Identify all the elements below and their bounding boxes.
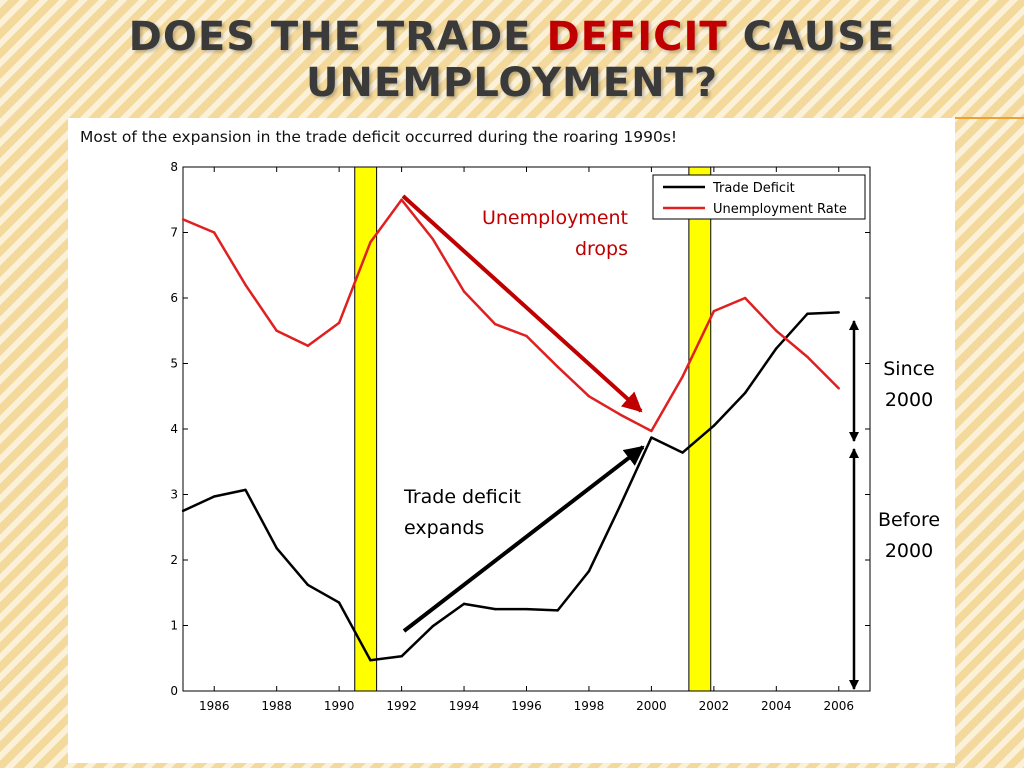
legend-box bbox=[652, 174, 866, 220]
unemployment-rate-point-1997 bbox=[556, 365, 559, 368]
recession-bar-2 bbox=[688, 166, 712, 692]
trade-deficit-point-1985 bbox=[181, 509, 185, 513]
trade-deficit-point-2000 bbox=[650, 436, 653, 439]
unemployment-rate-point-1988 bbox=[275, 329, 278, 332]
trade-deficit-point-1998 bbox=[587, 569, 591, 573]
trade-deficit-point-1994 bbox=[462, 602, 466, 606]
slide-title-line2: UNEMPLOYMENT? bbox=[305, 60, 719, 106]
trade-deficit-point-2001 bbox=[681, 451, 684, 454]
plot-frame bbox=[182, 166, 871, 692]
trade-deficit-point-1992 bbox=[400, 655, 403, 658]
trade-deficit-point-1988 bbox=[275, 547, 278, 550]
x-tick-label: 2002 bbox=[699, 699, 730, 713]
unemployment-rate-point-1993 bbox=[431, 237, 435, 241]
unemployment-rate-point-1992 bbox=[400, 198, 403, 201]
accent-line bbox=[955, 117, 1024, 119]
y-tick-label: 5 bbox=[170, 357, 178, 371]
unemployment-rate-point-1998 bbox=[587, 395, 591, 398]
trade-deficit-point-2003 bbox=[743, 391, 747, 395]
trade-deficit-point-1993 bbox=[431, 624, 435, 628]
trade-deficit-point-1987 bbox=[244, 488, 247, 492]
unemployment-rate-point-2003 bbox=[743, 296, 747, 300]
trade-deficit-point-1989 bbox=[306, 583, 310, 587]
unemployment-rate-point-2006 bbox=[837, 387, 840, 390]
trade-deficit-point-2006 bbox=[837, 311, 840, 314]
x-tick-label: 2000 bbox=[636, 699, 667, 713]
annotation-since-2000-line2: 2000 bbox=[885, 389, 933, 411]
title-accent: DEFICIT bbox=[546, 14, 728, 60]
legend-label-2: Unemployment Rate bbox=[713, 202, 847, 217]
trade-deficit-point-1990 bbox=[337, 601, 341, 604]
y-tick-label: 3 bbox=[170, 488, 178, 502]
unemployment-rate-point-1991 bbox=[369, 241, 372, 244]
x-tick-label: 1990 bbox=[324, 699, 355, 713]
unemployment-rate-line bbox=[182, 198, 840, 433]
y-tick-label: 0 bbox=[170, 684, 178, 698]
x-tick-label: 1996 bbox=[511, 699, 542, 713]
y-tick-label: 8 bbox=[170, 160, 178, 174]
x-tick-label: 1986 bbox=[199, 699, 230, 713]
x-tick-label: 2004 bbox=[761, 699, 792, 713]
unemployment-rate-point-1986 bbox=[213, 231, 216, 234]
trade-deficit-point-1995 bbox=[494, 607, 497, 611]
chart-subtitle: Most of the expansion in the trade defic… bbox=[80, 128, 678, 146]
y-tick-label: 2 bbox=[170, 553, 178, 567]
title-part-2: CAUSE bbox=[727, 14, 896, 60]
x-tick-label: 2006 bbox=[823, 699, 854, 713]
unemployment-rate-point-1995 bbox=[494, 323, 497, 326]
title-part-1: DOES THE TRADE bbox=[128, 14, 547, 60]
annotation-before-2000-line1: Before bbox=[878, 509, 940, 531]
annotation-unemployment-drops-line2: drops bbox=[575, 238, 628, 260]
unemployment-rate-point-2005 bbox=[806, 355, 809, 359]
annotation-trade-expands-line1: Trade deficit bbox=[403, 486, 521, 508]
annotation-trade-expands-line2: expands bbox=[404, 517, 484, 539]
annotation-since-2000-line1: Since bbox=[883, 358, 935, 380]
trade-deficit-point-2004 bbox=[775, 347, 778, 350]
trade-deficit-point-1997 bbox=[556, 609, 559, 612]
unemployment-rate-point-1985 bbox=[181, 218, 185, 221]
unemployment-drops-arrow bbox=[401, 194, 643, 413]
trade-deficit-point-2002 bbox=[712, 424, 716, 427]
legend-label-1: Trade Deficit bbox=[712, 181, 795, 196]
unemployment-rate-point-1996 bbox=[525, 334, 528, 338]
x-tick-label: 1992 bbox=[386, 699, 417, 713]
slide-title-line1: DOES THE TRADE DEFICIT CAUSE bbox=[0, 14, 1024, 60]
unemployment-rate-point-2002 bbox=[712, 309, 716, 313]
y-tick-label: 1 bbox=[170, 619, 178, 633]
unemployment-rate-point-2001 bbox=[681, 375, 684, 378]
recession-bar-1 bbox=[354, 166, 378, 692]
trade-deficit-point-1986 bbox=[213, 495, 216, 498]
trade-deficit-point-1991 bbox=[369, 659, 372, 662]
trade-deficit-point-1999 bbox=[618, 504, 622, 507]
chart-panel bbox=[68, 118, 955, 763]
annotation-unemployment-drops-line1: Unemployment bbox=[482, 207, 628, 229]
trade-deficit-point-2005 bbox=[806, 312, 809, 315]
unemployment-rate-point-1987 bbox=[244, 283, 247, 287]
unemployment-rate-point-1994 bbox=[462, 290, 466, 293]
x-tick-label: 1998 bbox=[574, 699, 605, 713]
x-tick-label: 1994 bbox=[449, 699, 480, 713]
trade-deficit-line bbox=[182, 311, 839, 662]
y-tick-label: 7 bbox=[170, 226, 178, 240]
y-tick-label: 4 bbox=[170, 422, 178, 436]
trade-deficit-point-1996 bbox=[525, 607, 528, 611]
x-tick-label: 1988 bbox=[261, 699, 292, 713]
annotation-before-2000-line2: 2000 bbox=[885, 540, 933, 562]
unemployment-rate-point-1999 bbox=[618, 413, 622, 416]
y-tick-label: 6 bbox=[170, 291, 178, 305]
unemployment-rate-point-2004 bbox=[775, 329, 778, 332]
unemployment-rate-point-1990 bbox=[337, 321, 341, 325]
slide-title: DOES THE TRADE DEFICIT CAUSE UNEMPLOYMEN… bbox=[0, 14, 1024, 106]
trade-expands-arrow bbox=[402, 445, 645, 633]
unemployment-rate-point-2000 bbox=[650, 429, 653, 433]
unemployment-rate-point-1989 bbox=[306, 344, 310, 348]
